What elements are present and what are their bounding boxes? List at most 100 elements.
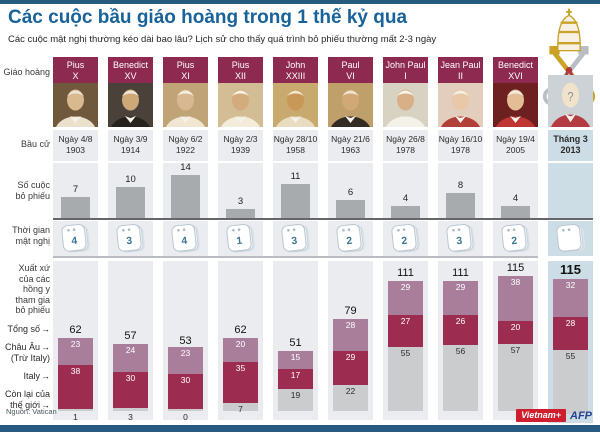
- conclave-days-cell: 2: [493, 221, 538, 256]
- pope-column: ? Tháng 3 2013: [548, 57, 593, 423]
- arrow-right-icon: →: [41, 399, 50, 410]
- ballot-count-value: 8: [457, 180, 464, 191]
- ballot-bar: [116, 187, 145, 218]
- calendar-row-line: [53, 256, 538, 258]
- conclave-days-cell: 2: [383, 221, 428, 256]
- segment-europe: 28: [333, 318, 368, 352]
- calendar-icon: 3: [113, 222, 149, 261]
- calendar-icon: 2: [388, 222, 424, 261]
- segment-italy: 38: [58, 364, 93, 409]
- conclave-days-value: 3: [291, 236, 298, 248]
- pope-column: Pius XII Ngày 2/3 1939 3: [218, 57, 263, 420]
- pope-name: Pius XI: [163, 57, 208, 83]
- conclave-days-value: 1: [236, 236, 243, 248]
- stacked-bar: 28 29 22: [333, 318, 368, 411]
- cardinal-origin-cell: 79 28 29 22: [328, 261, 373, 420]
- segment-rest-of-world: [113, 407, 148, 411]
- arrow-right-icon: →: [41, 324, 50, 334]
- segment-rest-of-world: 19: [278, 388, 313, 411]
- rest-of-world-small-value: 1: [73, 412, 78, 422]
- ballot-count-cell: 10: [108, 163, 153, 218]
- segment-rest-of-world: 22: [333, 385, 368, 411]
- segment-europe: 23: [58, 337, 93, 365]
- cardinal-total-value: 57: [124, 330, 137, 343]
- pope-name: John XXIII: [273, 57, 318, 83]
- segment-rest-of-world: 56: [443, 345, 478, 411]
- cardinal-total-value: 115: [560, 262, 581, 278]
- pope-column: Pius XI Ngày 6/2 1922 14: [163, 57, 208, 422]
- brand-logos: Vietnam+ AFP: [516, 409, 592, 422]
- calendar-icon: 2: [333, 222, 369, 261]
- rest-of-world-small-value: 3: [128, 412, 133, 422]
- calendar-icon: 2: [498, 222, 534, 261]
- calendar-icon: 3: [443, 222, 479, 261]
- ballot-count-cell: 11: [273, 163, 318, 218]
- cardinal-origin-cell: 115 38 20 57: [493, 261, 538, 420]
- conclave-days-value: 4: [181, 236, 188, 248]
- ballot-bar: [61, 197, 90, 218]
- source-credit: Nguồn: Vatican: [6, 407, 57, 416]
- cardinal-total-value: 62: [234, 324, 247, 337]
- election-date: Ngày 3/9 1914: [108, 130, 153, 161]
- segment-italy: 20: [498, 320, 533, 345]
- cardinal-origin-cell: 53 23 30 0: [163, 261, 208, 422]
- pope-column: John XXIII Ngày 28/10 1958 11: [273, 57, 318, 420]
- segment-italy: 35: [223, 361, 258, 403]
- legend-rest-of-world: Còn lại của thế giới→: [4, 389, 50, 410]
- cardinal-origin-cell: 62 20 35 7: [218, 261, 263, 420]
- pope-name: Pius XII: [218, 57, 263, 83]
- bottom-accent-bar: [0, 425, 600, 432]
- conclave-days-cell: 4: [163, 221, 208, 256]
- row-label-pope: Giáo hoàng: [3, 67, 50, 77]
- row-label-duration: Thời gian mật nghị: [12, 225, 50, 246]
- election-date: Ngày 19/4 2005: [493, 130, 538, 161]
- ballot-count-value: 6: [347, 187, 354, 198]
- afp-logo: AFP: [570, 409, 592, 422]
- ballot-bar: [501, 206, 530, 218]
- segment-europe: 23: [168, 347, 203, 374]
- stacked-bar: 23 30: [168, 347, 203, 411]
- calendar-icon: 1: [223, 222, 259, 261]
- ballot-count-cell: 7: [53, 163, 98, 218]
- segment-rest-of-world: 55: [553, 349, 588, 414]
- segment-italy: 27: [388, 315, 423, 347]
- pope-column: Pius X Ngày 4/8 1903 7: [53, 57, 98, 422]
- ballot-count-cell: 8: [438, 163, 483, 218]
- ballot-bar: [391, 206, 420, 218]
- cardinal-total-value: 53: [179, 335, 192, 347]
- pope-portrait: [493, 83, 538, 127]
- conclave-days-value: 2: [401, 236, 408, 248]
- ballot-bar: [281, 184, 310, 218]
- stacked-bar: 32 28 55: [553, 279, 588, 414]
- stacked-bar: 29 27 55: [388, 281, 423, 411]
- ballot-bar: [226, 209, 255, 218]
- pope-portrait: [108, 83, 153, 127]
- pope-column: Paul VI Ngày 21/6 1963 6: [328, 57, 373, 420]
- calendar-icon: 4: [168, 222, 204, 261]
- cardinal-total-value: 51: [289, 337, 302, 350]
- segment-rest-of-world: [168, 409, 203, 411]
- election-date: Tháng 3 2013: [548, 130, 593, 161]
- ballot-count-value: 4: [402, 193, 409, 204]
- election-date: Ngày 16/10 1978: [438, 130, 483, 161]
- election-date: Ngày 26/8 1978: [383, 130, 428, 161]
- ballot-bar: [446, 193, 475, 218]
- segment-europe: 38: [498, 276, 533, 321]
- pope-name: Pius X: [53, 57, 98, 83]
- stacked-bar: 38 20 57: [498, 276, 533, 411]
- segment-italy: 17: [278, 368, 313, 389]
- conclave-days-value: 2: [511, 236, 518, 248]
- cardinal-total-value: 115: [506, 262, 525, 275]
- segment-europe: 20: [223, 338, 258, 362]
- stacked-bar: 23 38: [58, 337, 93, 411]
- conclave-days-cell: 3: [273, 221, 318, 256]
- segment-europe: 15: [278, 351, 313, 369]
- rest-of-world-small-value: 0: [183, 412, 188, 422]
- cardinal-total-value: 62: [69, 324, 82, 337]
- ballot-count-value: 4: [512, 193, 519, 204]
- stacked-bar: 24 30: [113, 344, 148, 411]
- ballot-count-cell: 3: [218, 163, 263, 218]
- segment-italy: 29: [333, 351, 368, 386]
- arrow-right-icon: →: [41, 342, 50, 352]
